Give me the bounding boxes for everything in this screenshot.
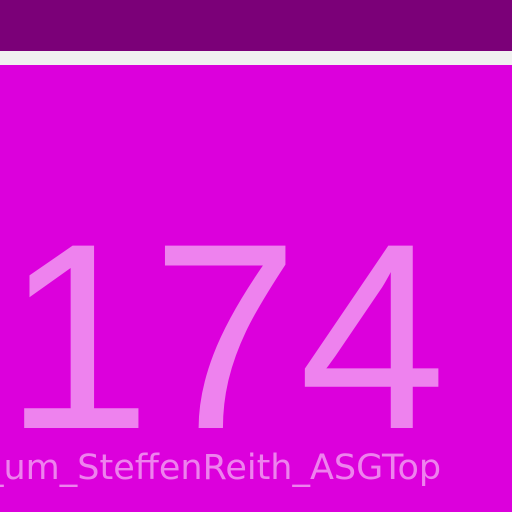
tile-label: _um_SteffenReith_ASGTop: [0, 448, 442, 488]
count-value: 174: [4, 189, 447, 485]
counter-tile[interactable]: 174 _um_SteffenReith_ASGTop: [0, 65, 512, 512]
status-bar: [0, 0, 512, 51]
divider: [0, 51, 512, 65]
